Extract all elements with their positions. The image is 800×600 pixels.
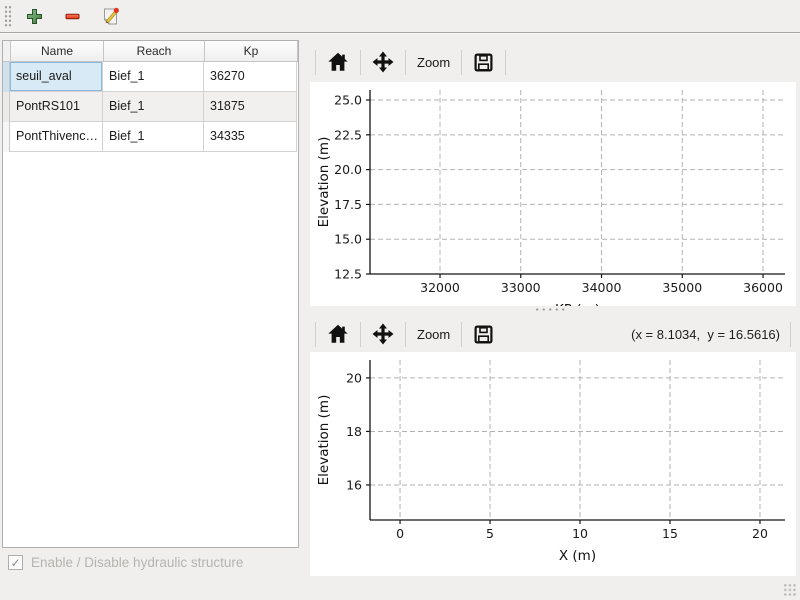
- zoom-button[interactable]: Zoom: [411, 325, 456, 344]
- svg-text:36000: 36000: [743, 280, 783, 295]
- toolbar-separator: [790, 321, 791, 347]
- svg-text:10: 10: [572, 526, 588, 541]
- cell-name[interactable]: PontRS101: [10, 92, 103, 122]
- cell-kp[interactable]: 34335: [204, 122, 297, 152]
- svg-text:Elevation (m): Elevation (m): [316, 395, 332, 486]
- toolbar-separator: [461, 321, 463, 347]
- kp-elevation-chart: 32000 33000 34000 35000 36000 25.0 22.5 20.0 17.…: [316, 90, 785, 306]
- top-plot-toolbar: Zoom: [310, 44, 796, 80]
- save-button[interactable]: [467, 50, 500, 75]
- home-button[interactable]: [321, 321, 355, 347]
- svg-text:20: 20: [752, 526, 768, 541]
- edit-structure-button[interactable]: [96, 3, 124, 29]
- svg-text:15.0: 15.0: [334, 232, 362, 247]
- svg-text:5: 5: [486, 526, 494, 541]
- toolbar-separator: [505, 49, 507, 75]
- svg-text:KP (m): KP (m): [555, 302, 600, 306]
- bottom-plot-toolbar: Zoom (x = 8.1034, y = 16.5616): [310, 316, 796, 352]
- row-header[interactable]: [3, 62, 10, 92]
- top-plot-figure[interactable]: 32000 33000 34000 35000 36000 25.0 22.5 20.0 17.…: [310, 82, 796, 306]
- save-icon: [474, 324, 493, 344]
- svg-text:17.5: 17.5: [334, 197, 362, 212]
- row-header[interactable]: [3, 92, 10, 122]
- cell-kp[interactable]: 31875: [204, 92, 297, 122]
- cross-section-chart: 0 5 10 15 20 20 18 16 X (m) Elevation (m): [316, 360, 785, 564]
- svg-text:0: 0: [396, 526, 404, 541]
- cell-kp[interactable]: 36270: [204, 62, 297, 92]
- add-structure-button[interactable]: [20, 3, 48, 29]
- table-corner: [3, 41, 11, 62]
- home-icon: [328, 324, 348, 343]
- table-row-seuil-aval[interactable]: seuil_aval Bief_1 36270: [3, 62, 298, 92]
- toolbar-separator: [360, 49, 361, 75]
- column-header-name[interactable]: Name: [11, 41, 104, 62]
- checkbox-icon: ✓: [8, 555, 23, 570]
- column-header-reach[interactable]: Reach: [104, 41, 205, 62]
- svg-text:X (m): X (m): [559, 548, 596, 564]
- pan-button[interactable]: [366, 321, 400, 347]
- svg-text:20: 20: [346, 370, 362, 385]
- table-row-pontthivenc[interactable]: PontThivenc… Bief_1 34335: [3, 122, 298, 152]
- bottom-plot-figure[interactable]: 0 5 10 15 20 20 18 16 X (m) Elevation (m): [310, 352, 796, 576]
- remove-structure-button[interactable]: [58, 3, 86, 29]
- bottom-plot-panel: Zoom (x = 8.1034, y = 16.5616) 0 5 10 15 20 2…: [304, 306, 796, 576]
- toolbar-separator: [315, 321, 316, 347]
- svg-text:25.0: 25.0: [334, 93, 362, 108]
- svg-text:33000: 33000: [501, 280, 541, 295]
- svg-text:32000: 32000: [420, 280, 460, 295]
- top-plot-panel: Zoom 32000 33000 34000 35000 36000 25.0 22.5 20…: [304, 40, 796, 306]
- save-button[interactable]: [467, 322, 500, 347]
- zoom-button[interactable]: Zoom: [411, 53, 456, 72]
- toolbar-separator: [405, 49, 406, 75]
- main-toolbar: [0, 0, 800, 33]
- pan-button[interactable]: [366, 49, 400, 75]
- svg-text:Elevation (m): Elevation (m): [316, 137, 332, 228]
- toolbar-separator: [405, 321, 406, 347]
- window-resize-grip[interactable]: [783, 583, 797, 597]
- cell-reach[interactable]: Bief_1: [103, 92, 204, 122]
- toolbar-drag-handle[interactable]: [4, 5, 12, 27]
- toolbar-separator: [315, 49, 316, 75]
- svg-text:22.5: 22.5: [334, 127, 362, 142]
- svg-text:15: 15: [662, 526, 678, 541]
- row-header[interactable]: [3, 122, 10, 152]
- pan-icon: [372, 323, 394, 345]
- toolbar-separator: [360, 321, 361, 347]
- cell-reach[interactable]: Bief_1: [103, 62, 204, 92]
- column-header-kp[interactable]: Kp: [205, 41, 298, 62]
- svg-text:16: 16: [346, 477, 362, 492]
- home-icon: [328, 52, 348, 71]
- svg-text:35000: 35000: [662, 280, 702, 295]
- svg-text:34000: 34000: [582, 280, 622, 295]
- svg-text:12.5: 12.5: [334, 267, 362, 282]
- checkbox-label: Enable / Disable hydraulic structure: [31, 555, 244, 570]
- cell-reach[interactable]: Bief_1: [103, 122, 204, 152]
- structures-table: Name Reach Kp seuil_aval Bief_1 36270 Po…: [2, 40, 299, 548]
- minus-icon: [65, 13, 79, 19]
- svg-text:20.0: 20.0: [334, 162, 362, 177]
- enable-structure-checkbox[interactable]: ✓ Enable / Disable hydraulic structure: [8, 555, 243, 570]
- cell-name[interactable]: seuil_aval: [10, 62, 103, 92]
- plus-icon: [26, 8, 42, 24]
- splitter-handle[interactable]: [534, 307, 566, 312]
- cursor-coordinates-readout: (x = 8.1034, y = 16.5616): [631, 326, 780, 342]
- cell-name[interactable]: PontThivenc…: [10, 122, 103, 152]
- table-row-pontrs101[interactable]: PontRS101 Bief_1 31875: [3, 92, 298, 122]
- pan-icon: [372, 51, 394, 73]
- toolbar-separator: [461, 49, 463, 75]
- save-icon: [474, 52, 493, 72]
- checkmark-glyph: ✓: [10, 555, 21, 570]
- svg-text:18: 18: [346, 424, 362, 439]
- edit-pencil-icon: [103, 7, 119, 25]
- home-button[interactable]: [321, 49, 355, 75]
- table-header-row: Name Reach Kp: [3, 41, 298, 62]
